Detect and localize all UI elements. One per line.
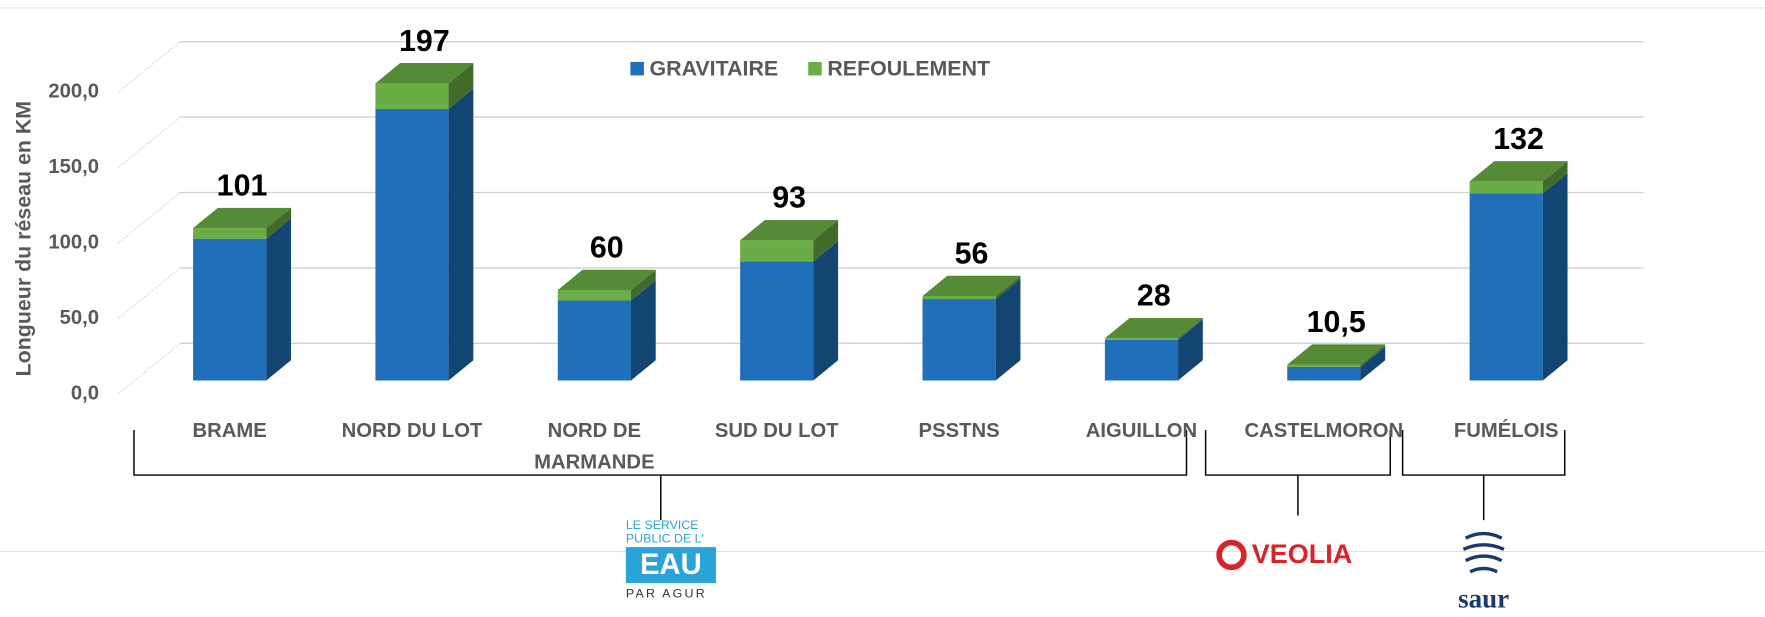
logo-text: VEOLIA bbox=[1252, 539, 1353, 569]
logo-agur: LE SERVICE PUBLIC DE L' EAU PAR AGUR bbox=[625, 518, 716, 601]
bar-side bbox=[448, 88, 474, 381]
legend-swatch bbox=[630, 61, 644, 76]
bar-top bbox=[740, 219, 839, 241]
brackets bbox=[133, 430, 1566, 521]
grid-line bbox=[117, 342, 181, 395]
bar-side bbox=[448, 63, 474, 109]
bar-side bbox=[1542, 161, 1568, 194]
bar-front bbox=[1104, 338, 1179, 340]
logo-saur: saur bbox=[1458, 531, 1509, 613]
bar-side bbox=[813, 241, 839, 381]
bar-front bbox=[375, 83, 449, 109]
x-tick-label: CASTELMORON bbox=[1244, 418, 1404, 442]
bar-top bbox=[1287, 344, 1386, 365]
grid-line bbox=[117, 116, 181, 169]
bar-side bbox=[813, 219, 839, 262]
x-tick-label: NORD DU LOT bbox=[341, 418, 483, 442]
bar-side bbox=[995, 275, 1021, 300]
bar-top bbox=[922, 275, 1021, 297]
bar-side bbox=[1178, 317, 1203, 340]
x-tick-label: NORD DE MARMANDE bbox=[534, 418, 655, 473]
logo-text: saur bbox=[1458, 583, 1509, 613]
bar-top bbox=[1469, 161, 1568, 182]
logo-veolia: VEOLIA bbox=[1216, 539, 1353, 571]
y-tick-label: 50,0 bbox=[60, 307, 99, 329]
total-label: 101 bbox=[217, 169, 268, 203]
y-tick-label: 150,0 bbox=[48, 156, 99, 178]
bar-side bbox=[266, 218, 291, 381]
bar-top bbox=[1104, 317, 1203, 339]
total-label: 28 bbox=[1137, 279, 1171, 313]
bar-side bbox=[1360, 344, 1386, 367]
logo-text: PUBLIC DE L' bbox=[626, 531, 704, 545]
total-label: 60 bbox=[590, 230, 624, 264]
bracket bbox=[1204, 430, 1391, 516]
logo-box bbox=[625, 547, 716, 584]
logo-icon bbox=[1462, 531, 1505, 574]
legend-label: GRAVITAIRE bbox=[650, 56, 779, 80]
bar-side bbox=[630, 280, 656, 381]
bar-front bbox=[1287, 364, 1361, 367]
logo-icon bbox=[1216, 539, 1247, 571]
bracket bbox=[1401, 430, 1566, 521]
bar-top bbox=[375, 63, 474, 84]
grid-line bbox=[117, 41, 181, 93]
bar-side bbox=[1542, 173, 1568, 381]
logo-text: LE SERVICE bbox=[626, 518, 699, 532]
logo-text: EAU bbox=[640, 549, 702, 581]
total-label: 132 bbox=[1493, 122, 1544, 156]
bar-front bbox=[1287, 366, 1361, 381]
bar-front bbox=[1104, 339, 1179, 381]
y-tick-label: 0,0 bbox=[71, 382, 99, 404]
grid-line bbox=[117, 267, 181, 320]
legend-label: REFOULEMENT bbox=[827, 56, 990, 80]
bar-front bbox=[193, 238, 267, 381]
bar-top bbox=[193, 207, 291, 229]
grid-line bbox=[117, 191, 181, 244]
bar-front bbox=[922, 296, 996, 300]
bracket bbox=[133, 430, 1188, 521]
bar-front bbox=[557, 300, 631, 381]
bar-front bbox=[1469, 193, 1543, 381]
bar-side bbox=[266, 207, 291, 239]
x-tick-label: SUD DU LOT bbox=[714, 418, 839, 442]
bar-side bbox=[995, 278, 1021, 381]
bar-front bbox=[193, 228, 267, 239]
total-label: 197 bbox=[399, 24, 450, 58]
x-tick-label: PSSTNS bbox=[918, 418, 1000, 442]
bar-top bbox=[557, 269, 656, 290]
bar-front bbox=[1469, 181, 1543, 194]
bar-front bbox=[740, 261, 814, 381]
bar-side bbox=[630, 269, 656, 301]
bar-front bbox=[557, 289, 631, 301]
bar-side bbox=[1178, 319, 1203, 381]
bar-front bbox=[740, 240, 814, 262]
legend-swatch bbox=[808, 61, 822, 76]
total-label: 56 bbox=[955, 237, 989, 271]
x-tick-label: BRAME bbox=[192, 418, 267, 442]
bar-front bbox=[922, 299, 996, 381]
y-axis-title: Longueur du réseau en KM bbox=[11, 101, 35, 377]
x-tick-label: FUMÉLOIS bbox=[1453, 418, 1559, 442]
bar-front bbox=[375, 108, 449, 381]
logo-text: PAR AGUR bbox=[626, 587, 707, 601]
bar-side bbox=[1360, 346, 1386, 381]
total-label: 10,5 bbox=[1307, 305, 1366, 339]
x-tick-label: AIGUILLON bbox=[1085, 418, 1198, 442]
y-tick-label: 200,0 bbox=[48, 81, 99, 103]
y-tick-label: 100,0 bbox=[48, 232, 99, 254]
total-label: 93 bbox=[772, 181, 806, 215]
